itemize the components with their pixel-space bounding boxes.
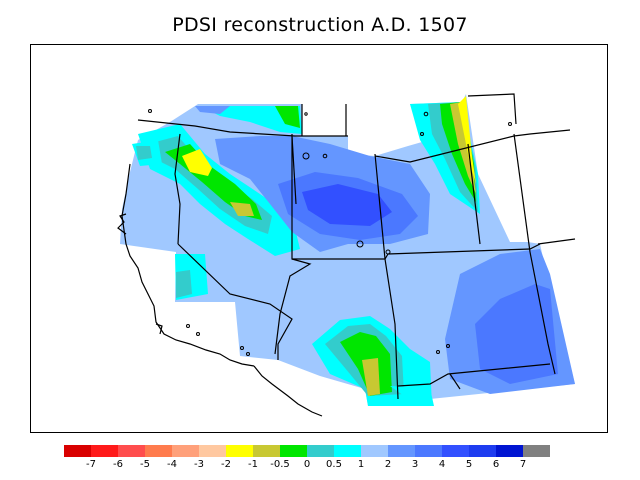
- legend-tick-label: 3: [411, 459, 419, 470]
- pdsi-field: [120, 94, 575, 406]
- legend-tick-label: 2: [384, 459, 392, 470]
- legend-tick-label: -1: [248, 459, 258, 470]
- map-title: PDSI reconstruction A.D. 1507: [172, 14, 468, 36]
- legend-swatch: [442, 445, 469, 457]
- pdsi-map: [117, 93, 576, 417]
- legend-tick-label: -6: [113, 459, 123, 470]
- legend-tick-label: -0.5: [270, 459, 290, 470]
- color-legend: [64, 445, 550, 457]
- state-boundaries: [137, 93, 576, 400]
- legend-swatch: [199, 445, 226, 457]
- legend-swatch: [253, 445, 280, 457]
- legend-swatch: [145, 445, 172, 457]
- legend-swatch: [496, 445, 523, 457]
- legend-swatch: [64, 445, 91, 457]
- legend-tick-label: -4: [167, 459, 177, 470]
- legend-tick-label: -3: [194, 459, 204, 470]
- legend-tick-label: -5: [140, 459, 150, 470]
- legend-tick-label: 0: [303, 459, 311, 470]
- legend-swatch: [361, 445, 388, 457]
- legend-swatch: [388, 445, 415, 457]
- legend-swatch: [226, 445, 253, 457]
- legend-swatch: [307, 445, 334, 457]
- legend-tick-label: 6: [492, 459, 500, 470]
- legend-tick-label: 5: [465, 459, 473, 470]
- legend-swatch: [172, 445, 199, 457]
- coastline: [117, 163, 323, 417]
- legend-swatch: [469, 445, 496, 457]
- legend-tick-label: -7: [86, 459, 96, 470]
- legend-tick-labels: -7 -6 -5 -4 -3 -2 -1 -0.5 0 0.5 1 2 3 4 5 6 7: [64, 459, 577, 473]
- legend-tick-label: 7: [519, 459, 527, 470]
- legend-swatch: [334, 445, 361, 457]
- legend-swatch: [415, 445, 442, 457]
- legend-swatch: [91, 445, 118, 457]
- legend-swatch: [280, 445, 307, 457]
- legend-swatch: [118, 445, 145, 457]
- legend-tick-label: -2: [221, 459, 231, 470]
- legend-swatch: [523, 445, 550, 457]
- legend-tick-label: 4: [438, 459, 446, 470]
- legend-tick-label: 1: [357, 459, 365, 470]
- legend-tick-label: 0.5: [326, 459, 342, 470]
- lakes-islands: [148, 109, 512, 356]
